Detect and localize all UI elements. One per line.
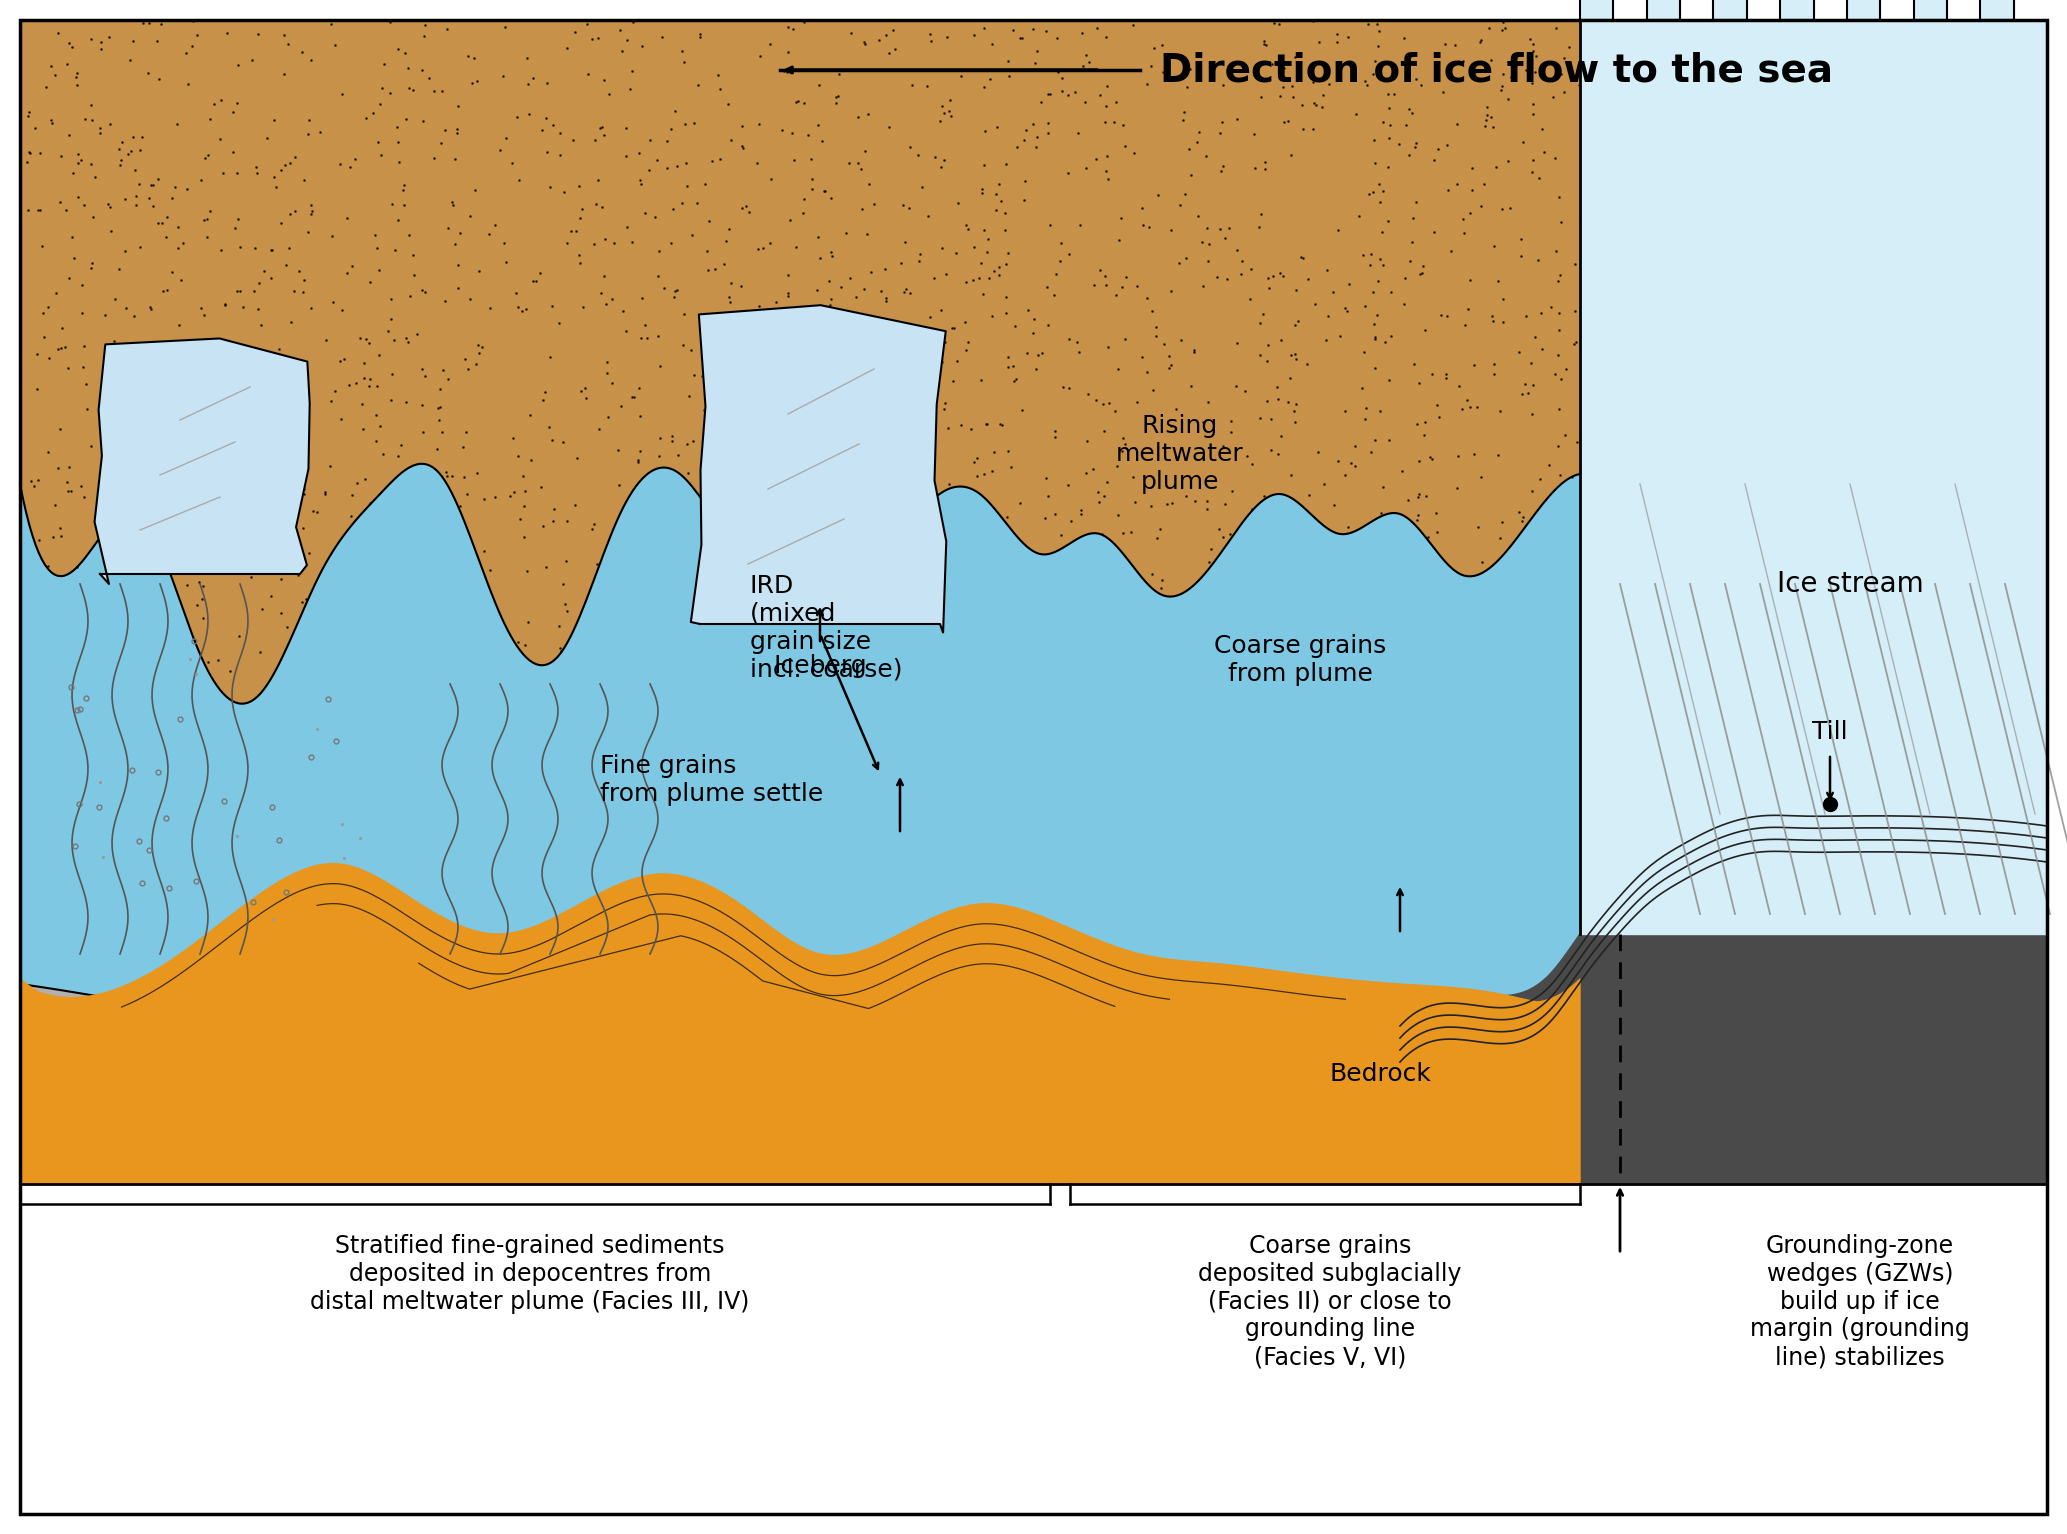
Polygon shape <box>1579 0 1614 20</box>
Polygon shape <box>1846 0 1881 20</box>
Polygon shape <box>1399 804 2046 1184</box>
Text: Grounding-zone
wedges (GZWs)
build up if ice
margin (grounding
line) stabilizes: Grounding-zone wedges (GZWs) build up if… <box>1751 1233 1970 1370</box>
Polygon shape <box>1579 20 2046 934</box>
Polygon shape <box>1780 0 1813 20</box>
Text: Stratified fine-grained sediments
deposited in depocentres from
distal meltwater: Stratified fine-grained sediments deposi… <box>310 1233 750 1313</box>
Polygon shape <box>95 339 310 584</box>
Polygon shape <box>21 864 1579 1184</box>
Polygon shape <box>1714 0 1747 20</box>
Polygon shape <box>21 20 1579 704</box>
Polygon shape <box>1980 0 2013 20</box>
Polygon shape <box>1647 0 1680 20</box>
Polygon shape <box>1914 0 1947 20</box>
Text: Coarse grains
from plume: Coarse grains from plume <box>1213 634 1387 686</box>
Text: Ice stream: Ice stream <box>1778 571 1924 598</box>
Text: Bedrock: Bedrock <box>1329 1062 1430 1086</box>
Text: Rising
meltwater
plume: Rising meltwater plume <box>1116 414 1244 494</box>
Text: Fine grains
from plume settle: Fine grains from plume settle <box>599 755 823 805</box>
Text: IRD
(mixed
grain size
incl. coarse): IRD (mixed grain size incl. coarse) <box>750 574 903 681</box>
Text: Iceberg: Iceberg <box>773 653 866 678</box>
Polygon shape <box>21 804 2046 1184</box>
Text: Till: Till <box>1813 719 1848 744</box>
Polygon shape <box>21 911 1579 1184</box>
Text: Direction of ice flow to the sea: Direction of ice flow to the sea <box>1160 51 1833 89</box>
Polygon shape <box>690 305 947 632</box>
Text: Coarse grains
deposited subglacially
(Facies II) or close to
grounding line
(Fac: Coarse grains deposited subglacially (Fa… <box>1199 1233 1461 1370</box>
